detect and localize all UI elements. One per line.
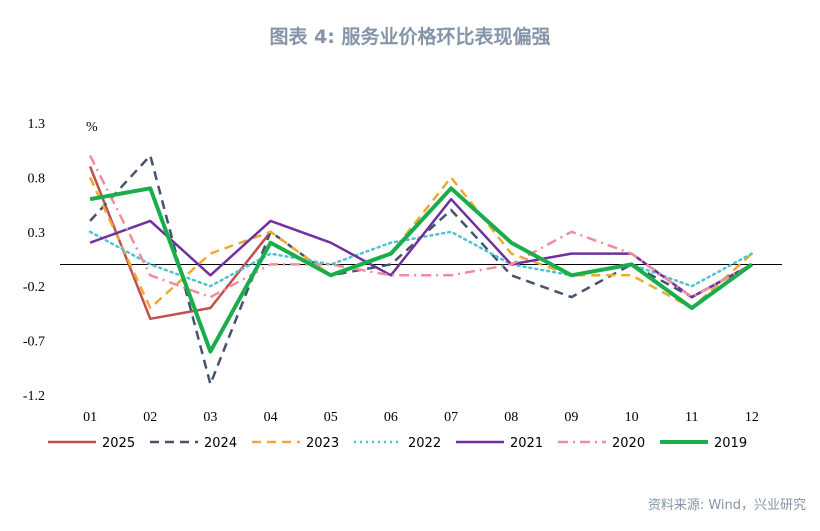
x-tick-label: 11 xyxy=(685,410,698,425)
x-tick-label: 02 xyxy=(143,410,157,425)
series-layer xyxy=(88,154,754,386)
series-line-2020 xyxy=(88,155,753,299)
x-tick-label: 04 xyxy=(264,410,278,425)
x-tick-label: 12 xyxy=(745,410,759,425)
series-line-2025 xyxy=(88,166,272,321)
chart-title: 图表 4: 服务业价格环比表现偏强 xyxy=(269,26,551,48)
source-note: 资料来源: Wind，兴业研究 xyxy=(647,498,806,513)
x-tick-label: 09 xyxy=(564,410,578,425)
x-tick-label: 10 xyxy=(625,410,639,425)
series-line-2021 xyxy=(89,197,753,299)
x-tick-label: 06 xyxy=(384,410,398,425)
legend-label-2021: 2021 xyxy=(510,436,543,451)
legend-label-2024: 2024 xyxy=(204,436,237,451)
y-unit-label: % xyxy=(86,120,98,135)
legend-label-2020: 2020 xyxy=(612,436,645,451)
chart-axes: 1.3 0.8 0.3 -0.2 -0.7 -1.2% 01 02 03 04 05 06 07 08 09… xyxy=(23,117,782,425)
x-tick-label: 03 xyxy=(203,410,217,425)
y-tick-label: -1.2 xyxy=(23,389,45,404)
chart-legend: 2025 2024 2023 2022 2021 2020 2019 xyxy=(48,436,747,451)
y-tick-label: -0.7 xyxy=(23,335,45,350)
x-tick-label: 08 xyxy=(504,410,518,425)
y-tick-label: 1.3 xyxy=(28,117,46,132)
x-tick-label: 05 xyxy=(324,410,338,425)
legend-label-2023: 2023 xyxy=(306,436,339,451)
x-tick-label: 07 xyxy=(444,410,458,425)
y-tick-label: -0.2 xyxy=(23,280,45,295)
x-tick-label: 01 xyxy=(83,410,97,425)
y-tick-label: 0.3 xyxy=(28,226,46,241)
y-tick-label: 0.8 xyxy=(28,171,46,186)
legend-label-2022: 2022 xyxy=(408,436,441,451)
legend-label-2019: 2019 xyxy=(714,436,747,451)
series-line-2019 xyxy=(89,186,754,354)
series-line-2023 xyxy=(88,176,753,310)
legend-label-2025: 2025 xyxy=(102,436,135,451)
